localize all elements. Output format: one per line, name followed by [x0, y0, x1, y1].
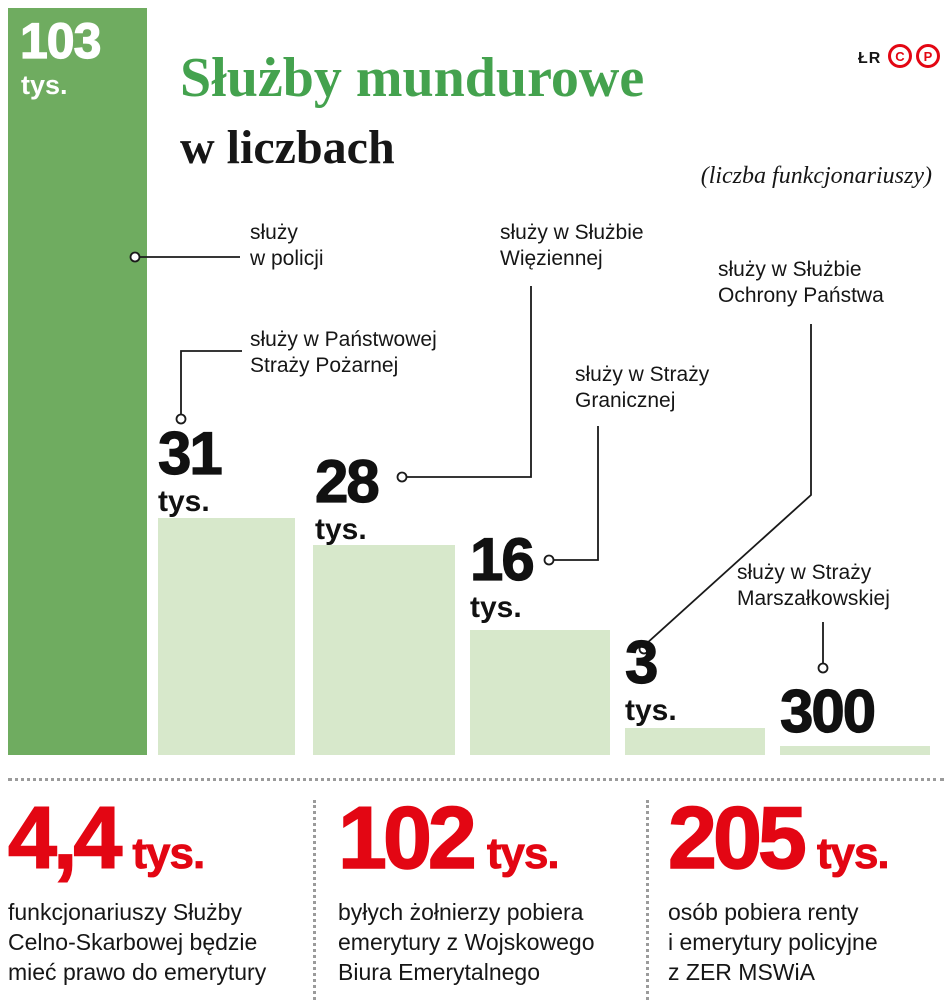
value-unit: tys.	[470, 591, 522, 624]
stat-description: osób pobiera renty i emerytury policyjne…	[668, 899, 878, 985]
value-label-straz-pozarna: 31 tys.	[157, 420, 223, 518]
callout-line-straz-graniczna	[554, 426, 599, 561]
stat-value: 205 tys.	[667, 788, 952, 887]
value-number: 3	[624, 629, 659, 696]
callout-dot-straz-graniczna	[543, 554, 555, 566]
stat-unit: tys.	[132, 829, 206, 879]
published-p-letter: P	[923, 48, 933, 64]
callout-label-straz-pozarna: służy w Państwowej Straży Pożarnej	[250, 328, 437, 377]
value-label-sluzba-ochrony-panstwa: 3 tys.	[624, 629, 677, 727]
stat-value: 4,4 tys.	[7, 788, 313, 887]
callout-label-sluzba-ochrony-panstwa: służy w Służbie Ochrony Państwa	[718, 258, 884, 307]
subtitle-note: (liczba funkcjonariuszy)	[700, 163, 932, 189]
published-p-icon: P	[916, 44, 940, 68]
value-number: 31	[157, 420, 223, 487]
credit-initials: ŁR	[858, 50, 882, 67]
callout-label-policja: służy w policji	[250, 221, 324, 270]
stat-description: byłych żołnierzy pobiera emerytury z Woj…	[338, 899, 595, 985]
value-number: 16	[469, 526, 535, 593]
value-unit: tys.	[158, 485, 210, 518]
value-label-straz-marszalkowska: 300	[779, 678, 876, 745]
stat-number: 102	[337, 788, 477, 887]
callout-line-sluzba-wiezienna	[407, 286, 532, 478]
stat-unit: tys.	[486, 829, 560, 879]
bar-sluzba-wiezienna	[313, 545, 455, 755]
value-unit: tys.	[625, 694, 677, 727]
copyright-c-letter: C	[895, 48, 905, 64]
stat-zer-mswia: 205 tys. osób pobiera renty i emerytury …	[667, 788, 952, 987]
value-number: 28	[314, 448, 380, 515]
bar-policja-unit: tys.	[21, 70, 68, 100]
vertical-dotted-divider-1	[313, 800, 316, 1000]
stat-wojskowe-biuro-emerytalne: 102 tys. byłych żołnierzy pobiera emeryt…	[337, 788, 643, 987]
callout-line-straz-pozarna	[180, 350, 242, 414]
value-number: 300	[779, 678, 876, 745]
bar-straz-marszalkowska	[780, 746, 930, 755]
bar-straz-pozarna	[158, 518, 295, 755]
stat-number: 4,4	[7, 788, 123, 887]
bar-policja: 103 tys.	[8, 8, 147, 755]
callout-label-straz-marszalkowska: służy w Straży Marszałkowskiej	[737, 561, 890, 610]
stat-celno-skarbowa: 4,4 tys. funkcjonariuszy Służby Celno-Sk…	[7, 788, 313, 987]
vertical-dotted-divider-2	[646, 800, 649, 1000]
stat-description: funkcjonariuszy Służby Celno-Skarbowej b…	[8, 899, 267, 985]
callout-label-straz-graniczna: służy w Straży Granicznej	[575, 363, 710, 412]
page-title-line1: Służby mundurowe	[180, 47, 645, 109]
stat-unit: tys.	[816, 829, 890, 879]
bar-straz-graniczna	[470, 630, 610, 755]
page-title-line2: w liczbach	[180, 121, 395, 174]
callout-dot-sluzba-wiezienna	[396, 471, 408, 483]
callout-dot-straz-marszalkowska	[817, 662, 829, 674]
value-label-straz-graniczna: 16 tys.	[469, 526, 535, 624]
stat-value: 102 tys.	[337, 788, 643, 887]
callout-label-sluzba-wiezienna: służy w Służbie Więziennej	[500, 221, 644, 270]
bar-sluzba-ochrony-panstwa	[625, 728, 765, 755]
copyright-c-icon: C	[888, 44, 912, 68]
value-unit: tys.	[315, 513, 367, 546]
horizontal-dotted-divider	[8, 778, 944, 781]
value-label-sluzba-wiezienna: 28 tys.	[314, 448, 380, 546]
bar-policja-value: 103	[19, 13, 102, 69]
stat-number: 205	[667, 788, 807, 887]
